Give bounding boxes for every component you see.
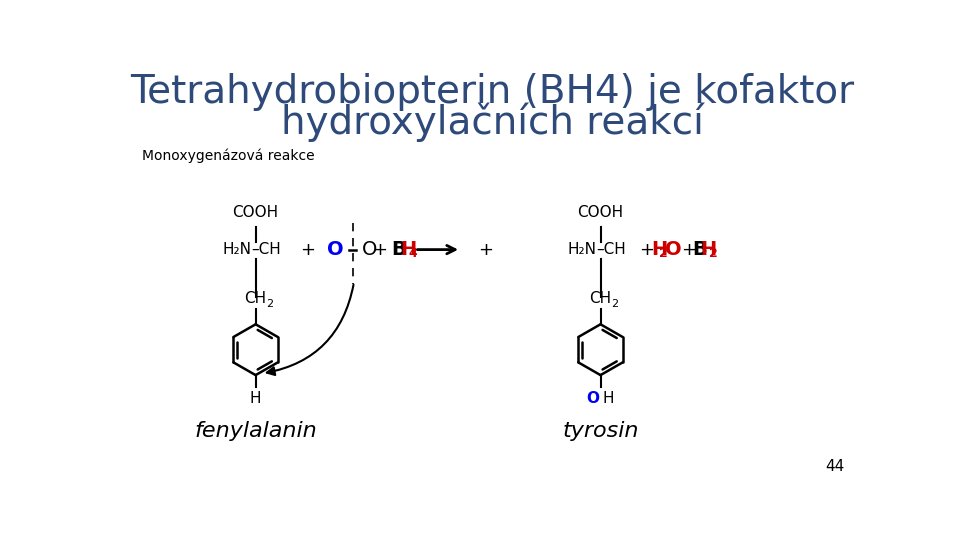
Text: 44: 44 (826, 459, 845, 474)
Text: 2: 2 (267, 299, 274, 309)
Text: COOH: COOH (577, 205, 624, 220)
Text: fenylalanin: fenylalanin (194, 421, 317, 441)
Text: CH: CH (245, 291, 267, 306)
Text: H₂N: H₂N (223, 242, 252, 257)
Text: –CH: –CH (596, 242, 626, 257)
Text: H: H (250, 390, 261, 406)
Text: 2: 2 (709, 247, 718, 260)
Text: +: + (478, 241, 493, 259)
Text: O: O (587, 390, 600, 406)
Text: B: B (692, 240, 707, 259)
Text: 2: 2 (612, 299, 618, 309)
Text: O: O (326, 240, 344, 259)
Text: H: H (701, 240, 717, 259)
Text: Tetrahydrobiopterin (BH4) je kofaktor: Tetrahydrobiopterin (BH4) je kofaktor (130, 73, 854, 111)
Text: +: + (639, 241, 655, 259)
Text: hydroxylačních reakcí: hydroxylačních reakcí (280, 103, 704, 143)
Text: 4: 4 (408, 247, 417, 260)
Text: tyrosin: tyrosin (563, 421, 638, 441)
FancyArrowPatch shape (267, 285, 353, 375)
Text: COOH: COOH (232, 205, 278, 220)
Text: H: H (399, 240, 416, 259)
Text: O: O (362, 240, 377, 259)
Text: 2: 2 (660, 247, 668, 260)
Text: +: + (681, 241, 696, 259)
Text: O: O (665, 240, 682, 259)
Text: CH: CH (589, 291, 612, 306)
Text: Monoxygenázová reakce: Monoxygenázová reakce (142, 148, 314, 163)
Text: H: H (651, 240, 667, 259)
Text: H: H (602, 390, 613, 406)
Text: +: + (300, 241, 315, 259)
Text: –CH: –CH (252, 242, 281, 257)
Text: H₂N: H₂N (567, 242, 596, 257)
Text: +: + (372, 241, 387, 259)
Text: B: B (392, 240, 406, 259)
